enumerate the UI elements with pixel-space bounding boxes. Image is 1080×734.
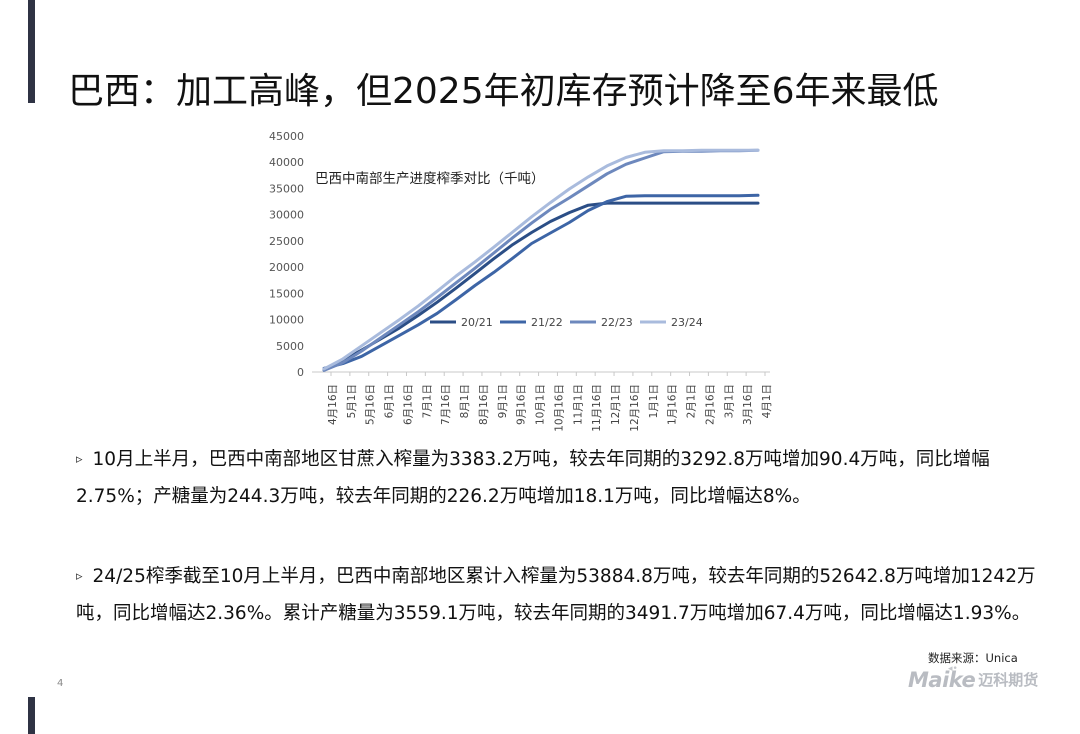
paragraph-1: ▹ 10月上半月，巴西中南部地区甘蔗入榨量为3383.2万吨，较去年同期的3292… <box>76 441 1036 515</box>
legend-label: 21/22 <box>531 316 563 329</box>
x-tick-label: 6月1日 <box>384 384 396 418</box>
chart-svg: 0 5000 10000 15000 20000 25000 30000 35000 40000… <box>269 130 773 432</box>
legend-label: 20/21 <box>461 316 493 329</box>
paragraph-2: ▹ 24/25榨季截至10月上半月，巴西中南部地区累计入榨量为53884.8万吨，… <box>76 558 1036 632</box>
page-title: 巴西：加工高峰，但2025年初库存预计降至6年来最低 <box>68 71 939 112</box>
x-tick-label: 11月16日 <box>591 384 603 432</box>
x-tick-label: 4月1日 <box>761 384 773 418</box>
company-logo: ◂• Maike 迈科期货 <box>908 664 1039 692</box>
y-tick-label: 35000 <box>269 182 304 195</box>
x-tick-label: 6月16日 <box>402 384 414 425</box>
x-tick-label: 12月16日 <box>629 384 641 432</box>
x-tick-label: 2月1日 <box>686 384 698 418</box>
data-source-note: 数据来源：Unica <box>928 651 1018 665</box>
y-tick-label: 45000 <box>269 130 304 143</box>
x-tick-label: 3月16日 <box>742 384 754 425</box>
legend-label: 23/24 <box>671 316 703 329</box>
paragraph-1-text: 10月上半月，巴西中南部地区甘蔗入榨量为3383.2万吨，较去年同期的3292.… <box>76 449 990 507</box>
x-tick-label: 2月16日 <box>704 384 716 425</box>
x-tick-label: 9月16日 <box>516 384 528 425</box>
x-tick-label: 7月1日 <box>421 384 433 418</box>
chart-title: 巴西中南部生产进度榨季对比（千吨） <box>315 170 545 187</box>
bullet-icon: ▹ <box>76 452 83 467</box>
legend-label: 22/23 <box>601 316 633 329</box>
y-tick-label: 5000 <box>276 340 304 353</box>
x-tick-label: 8月16日 <box>478 384 490 425</box>
logo-text-cn: 迈科期货 <box>978 671 1039 689</box>
x-tick-label: 4月16日 <box>327 384 339 425</box>
x-tick-label: 10月16日 <box>553 384 565 432</box>
y-tick-label: 20000 <box>269 261 304 274</box>
x-tick-label: 10月1日 <box>535 384 547 425</box>
x-tick-label: 5月16日 <box>365 384 377 425</box>
y-tick-label: 40000 <box>269 156 304 169</box>
series-line-21-22 <box>322 193 760 370</box>
x-tick-label: 3月1日 <box>723 384 735 418</box>
paragraph-2-text: 24/25榨季截至10月上半月，巴西中南部地区累计入榨量为53884.8万吨，较… <box>76 566 1036 624</box>
series-line-20-21 <box>322 201 760 371</box>
bullet-icon: ▹ <box>76 569 83 584</box>
x-tick-label: 9月1日 <box>497 384 509 418</box>
y-tick-label: 30000 <box>269 209 304 222</box>
x-tick-label: 7月16日 <box>440 384 452 425</box>
x-tick-label: 12月1日 <box>610 384 622 425</box>
left-accent-bar-top <box>28 0 35 103</box>
y-tick-label: 25000 <box>269 235 304 248</box>
y-tick-label: 15000 <box>269 287 304 300</box>
x-tick-label: 11月1日 <box>572 384 584 425</box>
y-tick-label: 0 <box>297 366 304 379</box>
series-line-23-24 <box>322 148 760 371</box>
x-tick-label: 1月16日 <box>667 384 679 425</box>
logo-text-en: Maike <box>908 668 976 692</box>
production-progress-chart: 0 5000 10000 15000 20000 25000 30000 35000 40000… <box>262 128 782 438</box>
x-tick-label: 5月1日 <box>346 384 358 418</box>
page-number: 4 <box>57 678 64 689</box>
logo-mark-icon: ◂• <box>948 664 958 674</box>
left-accent-bar-bottom <box>28 697 35 734</box>
y-tick-label: 10000 <box>269 314 304 327</box>
x-tick-label: 1月1日 <box>648 384 660 418</box>
x-tick-label: 8月1日 <box>459 384 471 418</box>
